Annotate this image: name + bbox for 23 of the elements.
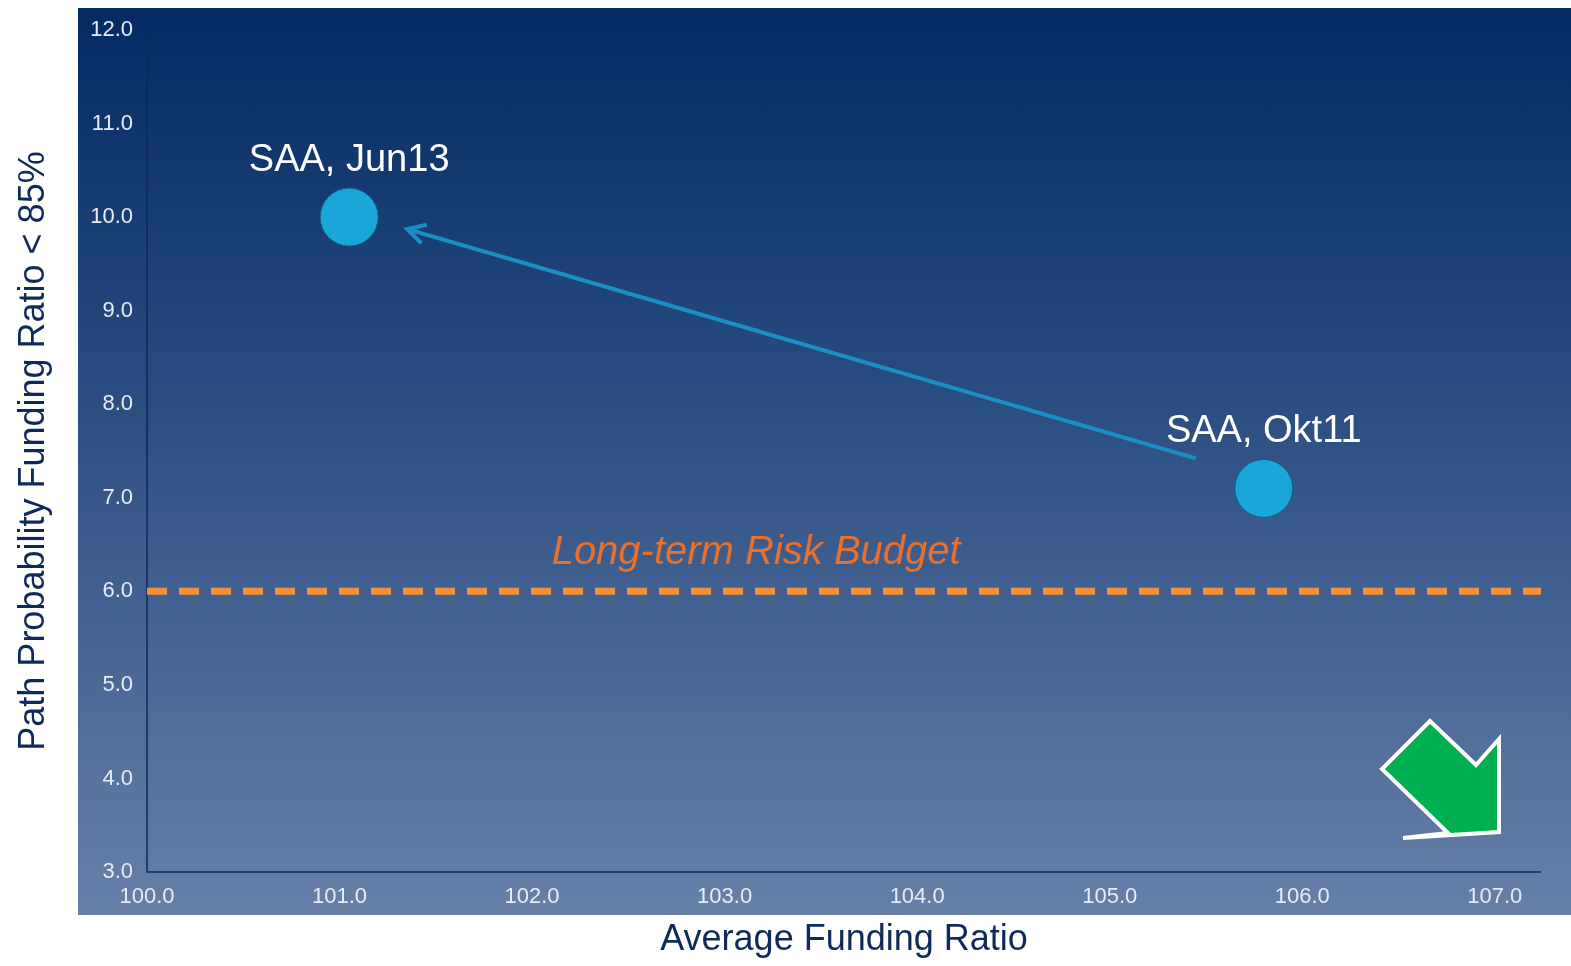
x-tick-label: 101.0	[312, 883, 368, 909]
ref-line-label: Long-term Risk Budget	[551, 528, 963, 573]
x-tick-label: 107.0	[1467, 883, 1523, 909]
x-axis-title: Average Funding Ratio	[660, 917, 1028, 959]
y-tick-label: 3.0	[102, 858, 133, 884]
y-tick-label: 11.0	[91, 109, 133, 135]
x-tick-label: 102.0	[504, 883, 560, 909]
y-tick-label: 6.0	[102, 577, 133, 603]
y-tick-label: 10.0	[90, 203, 133, 229]
x-tick-label: 104.0	[889, 883, 945, 909]
y-tick-label: 4.0	[102, 764, 133, 790]
x-tick-label: 105.0	[1082, 883, 1138, 909]
y-tick-label: 5.0	[102, 670, 133, 696]
y-tick-label: 8.0	[102, 390, 133, 416]
x-tick-label: 100.0	[119, 883, 175, 909]
annotation: SAA, Okt11	[1165, 407, 1362, 450]
y-tick-label: 9.0	[102, 296, 133, 322]
x-tick-label: 103.0	[697, 883, 753, 909]
y-tick-label: 12.0	[90, 16, 133, 42]
y-tick-label: 7.0	[102, 483, 133, 509]
x-tick-label: 106.0	[1274, 883, 1330, 909]
annotation: SAA, Jun13	[248, 136, 450, 179]
y-axis-title: Path Probability Funding Ratio < 85%	[10, 151, 52, 751]
